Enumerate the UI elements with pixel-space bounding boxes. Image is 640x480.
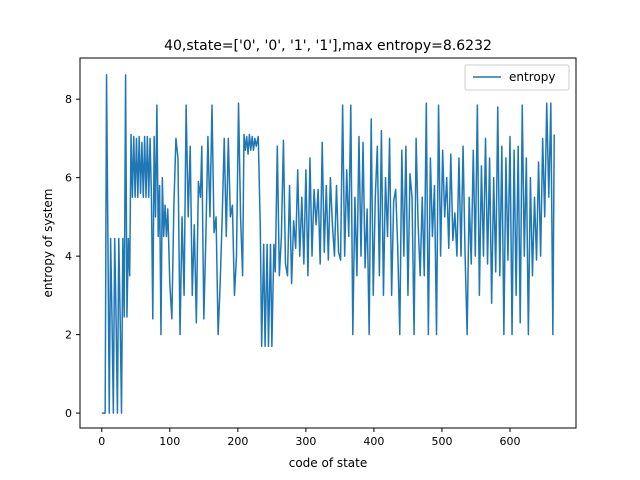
y-tick-label: 2 <box>65 329 72 342</box>
x-tick-label: 500 <box>431 435 452 448</box>
chart-title: 40,state=['0', '0', '1', '1'],max entrop… <box>164 38 492 54</box>
x-tick-label: 200 <box>227 435 248 448</box>
x-axis-label: code of state <box>289 456 368 470</box>
series-layer <box>101 74 555 414</box>
x-tick-label: 0 <box>98 435 105 448</box>
x-tick-label: 300 <box>295 435 316 448</box>
series-line-entropy <box>101 74 555 414</box>
y-axis-label: entropy of system <box>41 188 55 297</box>
legend-box <box>464 64 570 91</box>
y-tick-label: 0 <box>65 407 72 420</box>
y-tick-label: 4 <box>65 250 72 263</box>
y-tick-label: 6 <box>65 172 72 185</box>
x-tick-label: 400 <box>363 435 384 448</box>
y-tick-label: 8 <box>65 93 72 106</box>
x-axis-ticks: 0 100 200 300 400 500 600 <box>98 428 521 448</box>
y-axis-ticks: 0 2 4 6 8 <box>65 93 80 420</box>
x-tick-label: 100 <box>159 435 180 448</box>
legend-label-entropy: entropy <box>509 70 555 84</box>
plot-frame <box>79 57 577 429</box>
legend: entropy <box>464 64 570 91</box>
x-tick-label: 600 <box>500 435 521 448</box>
